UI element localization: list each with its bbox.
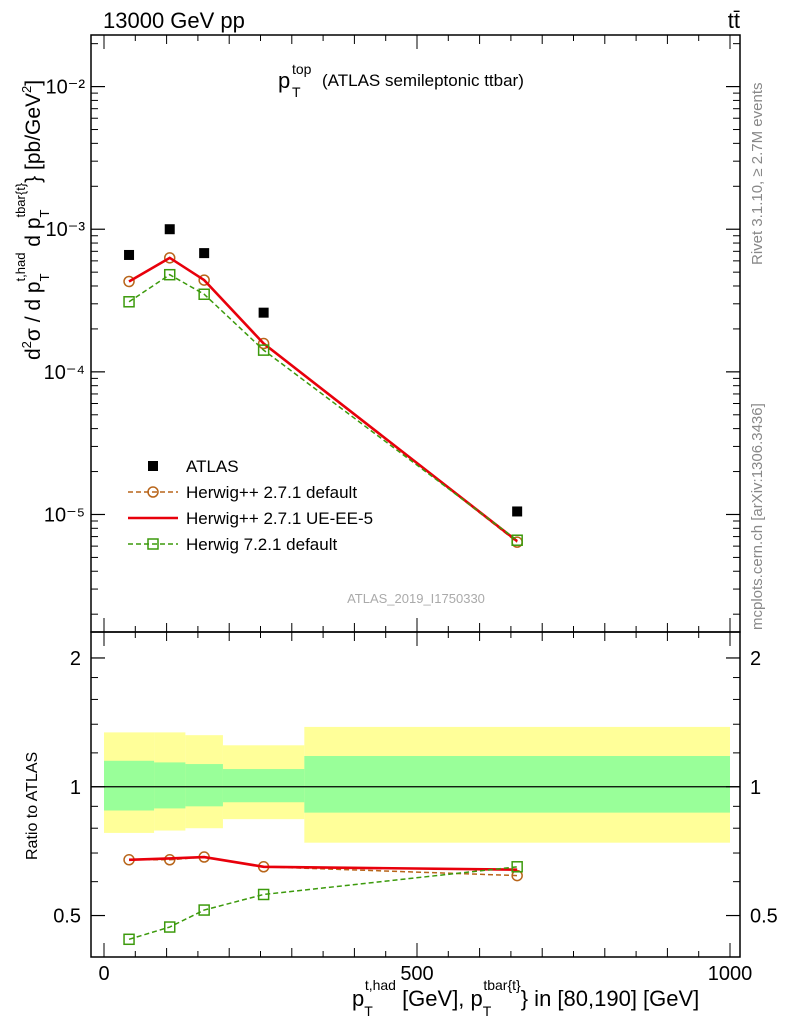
rivet-version-label: Rivet 3.1.10, ≥ 2.7M events <box>749 83 766 266</box>
title-sup: top <box>292 61 312 77</box>
legend: ATLAS Herwig++ 2.7.1 default Herwig++ 2.7.… <box>128 457 373 554</box>
ratio-tick-label-left: 2 <box>70 648 81 670</box>
data-point-marker <box>164 224 175 235</box>
mcplots-label: mcplots.cern.ch [arXiv:1306.3436] <box>749 403 766 630</box>
data-point-marker <box>148 461 158 471</box>
data-point-marker <box>257 337 270 350</box>
x-tick-label: 1000 <box>708 963 753 985</box>
data-point-marker <box>163 252 176 264</box>
data-point-marker <box>511 869 523 882</box>
data-point-marker <box>511 534 523 546</box>
data-point-marker <box>163 921 176 933</box>
data-point-marker <box>147 538 159 550</box>
data-point-marker <box>198 274 210 286</box>
ratio-tick-label-right: 0.5 <box>750 906 778 928</box>
data-point-marker <box>123 933 135 946</box>
data-point-marker <box>123 275 135 288</box>
y-tick-label: 10⁻⁵ <box>44 504 85 526</box>
legend-entry-label: ATLAS <box>186 457 239 476</box>
series-line <box>128 866 518 941</box>
ratio-tick-label-left: 0.5 <box>53 906 81 928</box>
x-tick-label: 0 <box>98 963 109 985</box>
title-sub: T <box>292 84 301 100</box>
uncertainty-band-inner <box>185 764 223 807</box>
main-y-axis-label: d2σ / d pTt,had d pTtbar{t}} [pb/GeV2] <box>13 80 52 360</box>
data-point-marker <box>123 296 135 308</box>
title-rest: (ATLAS semileptonic ttbar) <box>322 71 524 90</box>
uncertainty-band-inner <box>304 756 730 813</box>
analysis-watermark: ATLAS_2019_I1750330 <box>347 591 485 606</box>
uncertainty-band-inner <box>154 762 186 809</box>
main-plot: 10⁻⁵ 10⁻⁴ 10⁻³ 10⁻² ATLAS Herwig++ 2.7.1 defa… <box>44 34 741 633</box>
legend-entry-label: Herwig++ 2.7.1 UE-EE-5 <box>186 509 373 528</box>
data-point-marker <box>198 904 210 916</box>
data-point-marker <box>258 307 269 318</box>
ratio-tick-label-left: 1 <box>70 777 81 799</box>
data-point-marker <box>199 248 210 259</box>
data-point-marker <box>257 888 270 901</box>
data-point-marker <box>163 268 176 281</box>
y-tick-label: 10⁻³ <box>46 219 86 241</box>
uncertainty-band-inner <box>104 760 155 811</box>
uncertainty-band-inner <box>222 769 305 803</box>
data-point-marker <box>257 344 270 356</box>
title-p: p <box>278 68 290 93</box>
x-axis-label: pTt,had [GeV], pTtbar{t}} in [80,190] [G… <box>352 977 699 1019</box>
ratio-plot: 0 500 1000 0.5 0.5 1 1 2 2 <box>53 631 778 985</box>
series-line <box>128 256 518 543</box>
ratio-y-axis-label: Ratio to ATLAS <box>24 752 41 860</box>
legend-entry-label: Herwig 7.2.1 default <box>186 535 337 554</box>
data-point-marker <box>198 288 210 301</box>
header-process-label: tt̄ <box>728 8 740 33</box>
header-energy-label: 13000 GeV pp <box>103 8 245 33</box>
data-point-marker <box>512 506 523 517</box>
series-line <box>128 855 518 871</box>
series-line <box>128 273 518 541</box>
x-tick-label: 500 <box>400 963 433 985</box>
data-point-marker <box>147 486 159 498</box>
main-plot-title: p top T (ATLAS semileptonic ttbar) <box>278 61 524 100</box>
ratio-tick-label-right: 2 <box>750 648 761 670</box>
legend-entry-label: Herwig++ 2.7.1 default <box>186 483 357 502</box>
svg-text:d2σ / d pTt,had d pTtbar{t}} [: d2σ / d pTt,had d pTtbar{t}} [pb/GeV2] <box>13 80 52 360</box>
y-tick-label: 10⁻² <box>46 77 86 99</box>
data-point-marker <box>124 249 135 260</box>
data-point-marker <box>511 861 523 873</box>
svg-text:pTt,had [GeV], pTtbar{t}} in [: pTt,had [GeV], pTtbar{t}} in [80,190] [G… <box>352 977 699 1019</box>
ratio-plot-frame <box>90 631 741 958</box>
ratio-tick-label-right: 1 <box>750 777 761 799</box>
y-tick-label: 10⁻⁴ <box>44 362 85 384</box>
